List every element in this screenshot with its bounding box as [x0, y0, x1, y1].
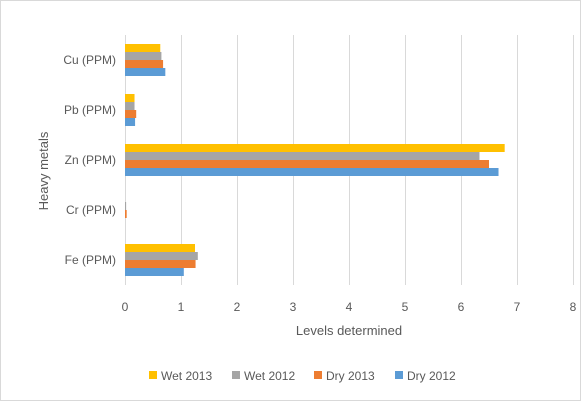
x-tick-label: 0	[122, 300, 129, 314]
category-label: Zn (PPM)	[65, 153, 116, 167]
legend: Wet 2013 Wet 2012 Dry 2013 Dry 2012	[149, 369, 456, 383]
y-axis-title: Heavy metals	[36, 131, 51, 210]
bar	[125, 202, 127, 210]
category-label: Cu (PPM)	[63, 53, 116, 67]
legend-label: Dry 2012	[407, 369, 456, 383]
legend-label: Dry 2013	[326, 369, 375, 383]
bar	[125, 152, 480, 160]
bar	[125, 168, 499, 176]
x-tick-label: 3	[290, 300, 297, 314]
legend-swatch	[395, 371, 403, 379]
x-tick-label: 1	[178, 300, 185, 314]
x-tick-label: 4	[346, 300, 353, 314]
x-tick-label: 6	[458, 300, 465, 314]
legend-swatch	[232, 371, 240, 379]
x-tick-label: 7	[514, 300, 521, 314]
bar	[125, 244, 195, 252]
bar	[125, 102, 135, 110]
legend-label: Wet 2012	[244, 369, 295, 383]
category-label: Pb (PPM)	[64, 103, 116, 117]
bar	[125, 94, 135, 102]
legend-swatch	[314, 371, 322, 379]
bar	[125, 60, 164, 68]
bar	[125, 260, 196, 268]
legend-label: Wet 2013	[161, 369, 212, 383]
bar	[125, 52, 162, 60]
x-axis-ticks: 0 1 2 3 4 5 6 7 8	[122, 300, 577, 314]
bar	[125, 210, 127, 218]
x-axis-title: Levels determined	[296, 323, 402, 338]
bar	[125, 110, 137, 118]
legend-swatch	[149, 371, 157, 379]
x-tick-label: 2	[234, 300, 241, 314]
bar	[125, 118, 136, 126]
bar	[125, 144, 505, 152]
bar	[125, 160, 489, 168]
bar	[125, 44, 161, 52]
category-label: Cr (PPM)	[66, 203, 116, 217]
x-tick-label: 5	[402, 300, 409, 314]
y-axis-categories: Cu (PPM) Pb (PPM) Zn (PPM) Cr (PPM) Fe (PPM)	[63, 53, 116, 267]
x-tick-label: 8	[570, 300, 577, 314]
bar	[125, 68, 166, 76]
bars	[125, 44, 505, 276]
bar	[125, 268, 184, 276]
category-label: Fe (PPM)	[65, 253, 116, 267]
bar	[125, 252, 198, 260]
